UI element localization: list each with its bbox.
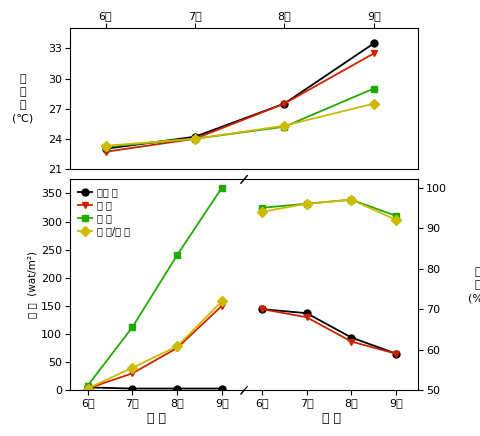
X-axis label: 오 전: 오 전: [147, 412, 166, 425]
X-axis label: 오 전: 오 전: [321, 412, 340, 425]
Y-axis label: 내
온
도
(℃): 내 온 도 (℃): [12, 74, 34, 123]
Y-axis label: 일 사  (wat/m²): 일 사 (wat/m²): [27, 251, 37, 318]
Legend: 무처 리, 차 광, 습 도, 차 광/습 도: 무처 리, 차 광, 습 도, 차 광/습 도: [74, 184, 132, 239]
Y-axis label: 습
도
(%): 습 도 (%): [467, 267, 480, 303]
